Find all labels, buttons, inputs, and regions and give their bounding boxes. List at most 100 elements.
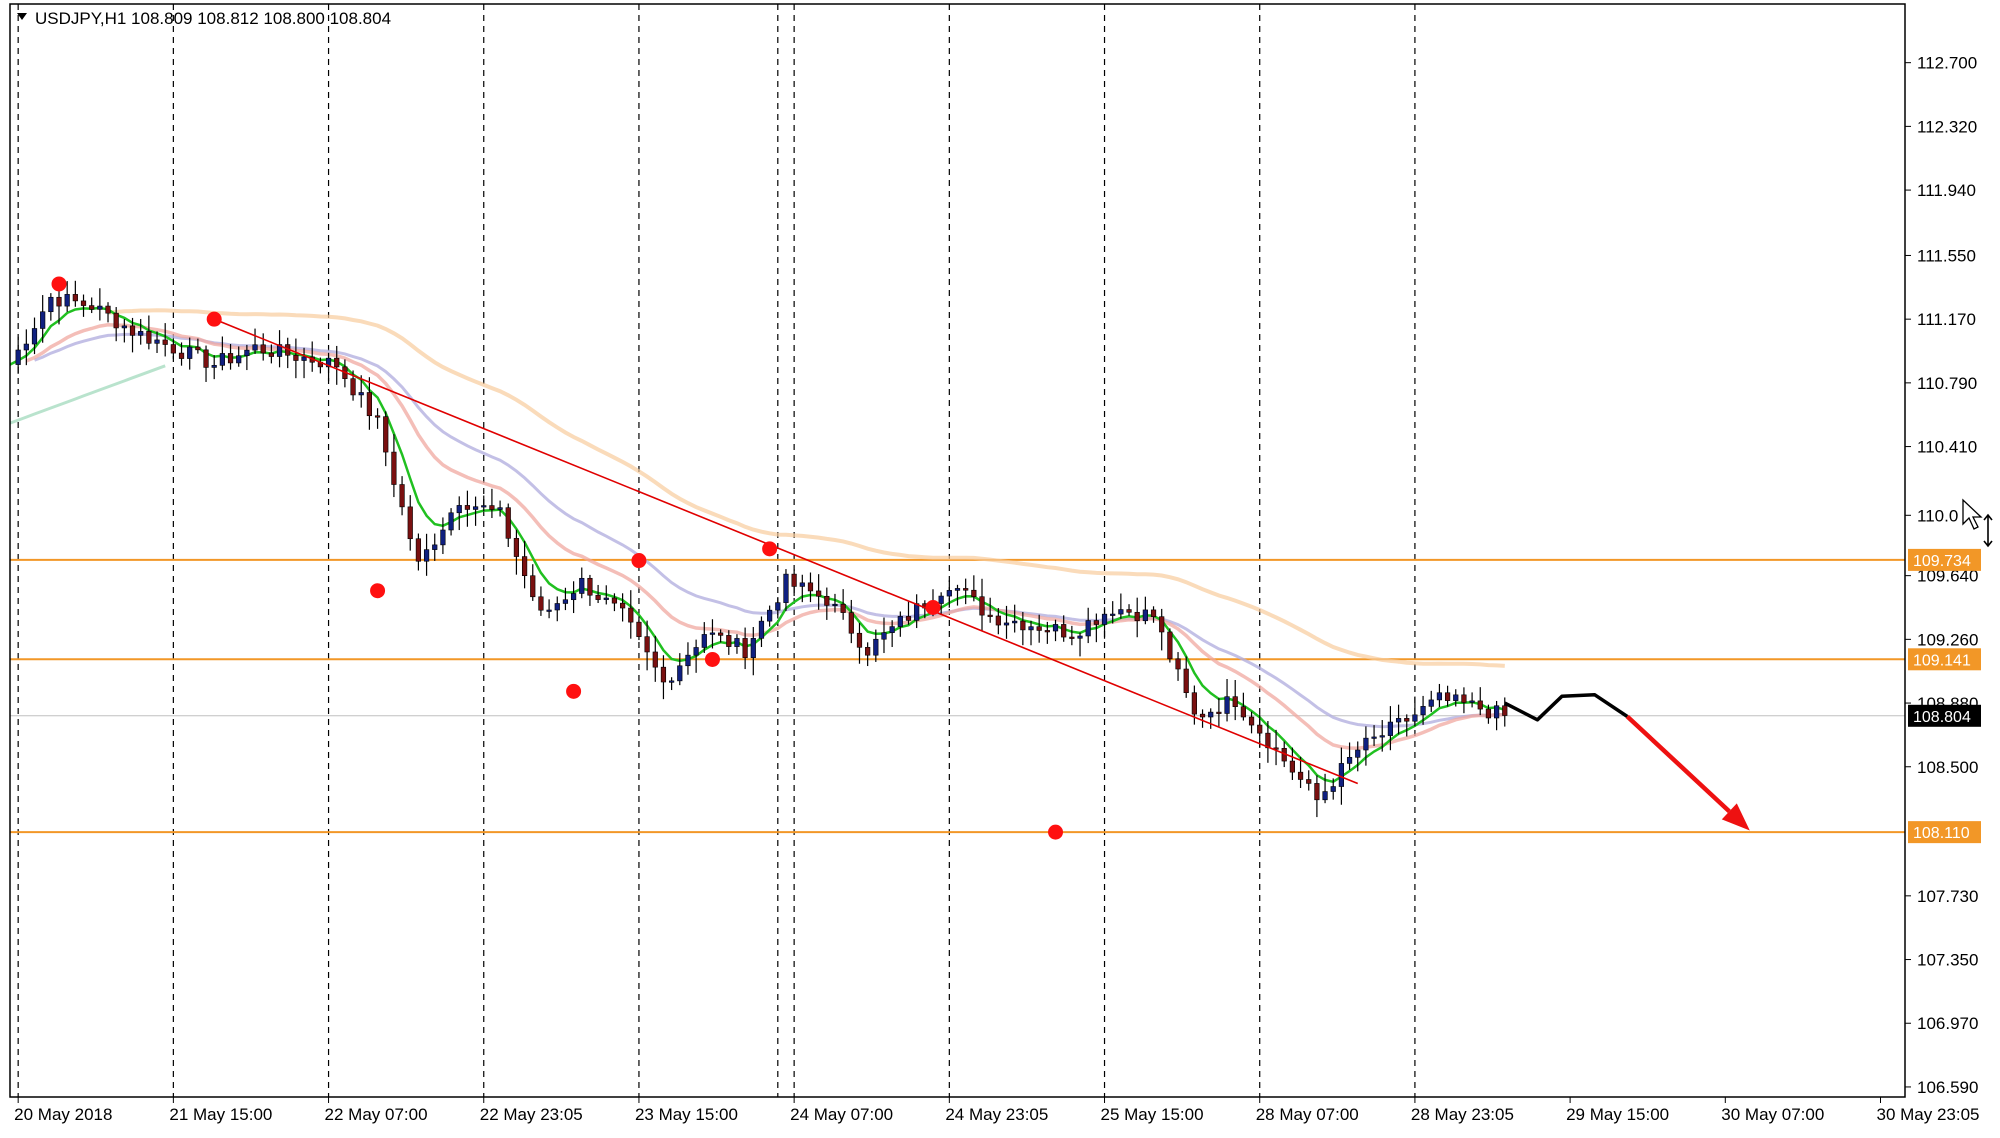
candle-body [1183,668,1189,694]
candle-body [1469,700,1475,703]
candle-body [1355,749,1361,758]
x-tick-label-22-may-23-05: 22 May 23:05 [480,1105,583,1124]
candle-body [742,638,748,658]
candle-body [1240,706,1246,718]
swing-point-5 [704,651,720,667]
candle-body [579,577,585,594]
swing-point-8 [1048,824,1064,840]
candle-body [170,344,176,354]
candle-body [546,609,552,612]
candle-body [660,666,667,683]
y-tick-label-108-500: 108.500 [1917,758,1978,777]
candle-body [391,451,397,485]
candle-body [1412,714,1418,722]
candle-body [1371,736,1377,739]
candle-body [489,505,495,510]
candle-body [718,632,724,636]
candle-body [464,505,471,510]
candle-body [1461,694,1467,703]
candle-body [521,556,528,577]
candle-body [415,538,422,562]
candle-body [40,311,46,329]
forecast-arrow-shaft [1625,714,1731,814]
y-tick-label-111-550: 111.550 [1917,246,1976,265]
x-tick-label-30-may-07-00: 30 May 07:00 [1721,1105,1824,1124]
candle-body [873,638,879,656]
y-tick-label-110-790: 110.790 [1917,374,1977,393]
candle-body [620,602,626,609]
ma-long-line [107,308,1505,668]
candle-body [1395,718,1402,723]
candle-body [1101,613,1108,625]
candle-body [89,305,95,310]
candle-body [72,294,78,302]
swing-point-2 [370,583,386,599]
candle-body [824,595,830,606]
candle-body [366,392,372,417]
candle-body [236,355,242,364]
candle-body [1036,626,1042,631]
x-tick-label-23-may-15-00: 23 May 15:00 [635,1105,738,1124]
candle-body [799,582,805,587]
candle-body [1314,783,1320,801]
candle-body [432,544,438,550]
forecast-arrow-head [1721,803,1750,831]
candle-body [701,634,707,648]
y-tick-label-107-350: 107.350 [1917,951,1978,970]
candle-body [644,636,650,653]
candle-body [628,607,634,623]
candle-body [1248,716,1255,726]
candle-body [260,344,266,354]
y-tick-label-106-590: 106.590 [1917,1078,1978,1097]
candle-body [1110,613,1116,616]
candle-body [840,603,846,613]
candle-body [905,616,912,621]
chart-menu-triangle-icon[interactable] [17,13,27,20]
candle-body [187,346,193,359]
price-axis[interactable]: 112.700 112.320 111.940 111.550 111.170 110.7… [1905,54,1981,1097]
candle-body [1436,692,1443,701]
candle-body [1387,721,1394,736]
candle-body [570,593,577,601]
candle-body [897,616,903,627]
candle-body [440,529,446,546]
candle-body [685,654,691,667]
horizontal-levels [10,558,1905,834]
candle-body [1297,771,1304,780]
candle-body [963,588,969,591]
candle-body [162,339,168,345]
candle-body [734,638,740,647]
level-tag-label-109-734: 109.734 [1913,553,1971,570]
candle-body [889,626,895,633]
candle-body [1012,620,1018,624]
y-tick-label-109-260: 109.260 [1917,630,1978,649]
annotations [51,276,1750,840]
candle-body [105,305,111,314]
y-tick-label-106-970: 106.970 [1917,1014,1978,1033]
candle-body [64,294,70,307]
candle-body [23,343,29,351]
candle-body [423,549,430,562]
candle-body [1404,718,1410,722]
candle-body [1453,694,1459,701]
x-tick-label-25-may-15-00: 25 May 15:00 [1101,1105,1204,1124]
time-axis[interactable]: 20 May 2018 21 May 15:00 22 May 07:00 22 Ma… [14,1097,1980,1124]
candle-body [1216,711,1222,714]
candle-body [513,538,520,557]
x-tick-label-24-may-07-00: 24 May 07:00 [790,1105,893,1124]
candle-body [807,582,814,592]
candle-body [252,344,258,351]
candle-body [1044,630,1050,633]
candle-body [562,599,569,604]
swing-point-4 [631,553,647,569]
ma-mint-line [9,364,166,425]
candle-body [448,512,454,531]
ma-fast-line [9,306,1506,784]
candle-body [1232,696,1238,707]
x-tick-label-28-may-07-00: 28 May 07:00 [1256,1105,1359,1124]
candle-body [399,484,405,508]
candle-body [791,573,797,587]
candle-body [1052,624,1059,632]
